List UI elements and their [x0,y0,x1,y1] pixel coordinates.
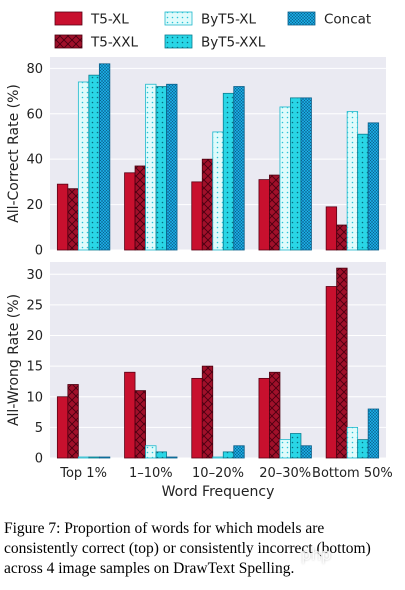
bar-bottom-byt5-xl-20-30-hatch [279,439,291,458]
y-tick-label-top-80: 80 [26,62,43,77]
legend-swatch-hatch-byt5-xxl [165,35,192,48]
bar-bottom-byt5-xl-top-1 [77,456,90,459]
legend-label-byt5-xl: ByT5-XL [201,12,257,28]
bar-bottom-byt5-xxl-top-1 [88,456,100,459]
bar-bottom-t5-xxl-20-30-hatch [269,372,280,458]
bar-top-concat-1-10-hatch [166,84,178,250]
bar-bottom-byt5-xl-bottom-50-hatch [347,427,358,458]
bar-bottom-t5-xl-10-20 [191,377,203,459]
bar-top-concat-10-20-hatch [233,86,245,251]
bar-top-concat-top-1-hatch [99,63,110,250]
y-tick-label-bottom-0: 0 [35,452,43,467]
bar-top-t5-xxl-top-1-hatch [67,188,79,250]
legend: T5-XL T5-XXL ByT5-XL ByT5-XXL Concat [54,11,371,51]
y-tick-label-top-40: 40 [26,153,43,168]
figure-caption: Figure 7: Proportion of words for which … [4,520,371,577]
bar-bottom-concat-10-20-hatch [233,445,245,458]
bar-top-byt5-xxl-20-30-hatch [290,97,301,250]
bar-bottom-t5-xl-1-10 [124,371,136,459]
bar-top-t5-xl-bottom-50 [325,206,338,251]
bar-top-t5-xxl-bottom-50-hatch [336,225,348,250]
bar-bottom-byt5-xxl-bottom-50-hatch [357,439,369,458]
bar-top-t5-xxl-20-30-hatch [269,175,280,250]
bar-bottom-t5-xl-bottom-50 [325,286,338,459]
bar-top-t5-xl-1-10 [124,172,136,251]
bar-top-t5-xxl-10-20-hatch [202,159,213,250]
bar-top-byt5-xl-10-20-hatch [212,131,224,250]
bar-bottom-t5-xxl-top-1-hatch [67,384,79,458]
legend-swatch-hatch-t5-xxl [55,35,82,48]
bar-top-byt5-xl-bottom-50-hatch [347,111,358,251]
legend-swatch-t5-xl [54,11,83,26]
bar-bottom-concat-bottom-50-hatch [368,409,379,458]
y-axis-label-top: All-Correct Rate (%) [6,84,22,223]
bar-top-byt5-xxl-10-20-hatch [223,93,234,251]
bar-bottom-concat-1-10 [166,456,178,459]
legend-label-byt5-xxl: ByT5-XXL [201,35,266,51]
bar-bottom-t5-xl-top-1 [56,396,69,459]
legend-label-concat: Concat [324,12,371,28]
panel-all-correct: 0 20 40 60 80 All-Correct Rate (%) [6,57,386,259]
bar-top-concat-20-30-hatch [300,97,312,250]
y-tick-label-bottom-25: 25 [26,298,43,313]
x-axis-label: Word Frequency [162,484,275,500]
y-axis-label-bottom: All-Wrong Rate (%) [6,294,22,426]
legend-swatch-hatch-byt5-xl [165,12,192,25]
bar-top-t5-xl-10-20 [191,181,203,251]
bar-top-concat-bottom-50-hatch [368,122,379,250]
bar-bottom-byt5-xl-10-20 [212,456,224,459]
bar-top-t5-xxl-1-10-hatch [135,165,146,250]
chart-figure: T5-XL T5-XXL ByT5-XL ByT5-XXL Concat 0 20 40 60… [6,11,393,501]
bar-top-t5-xl-top-1 [56,183,69,251]
x-tick-label-1-10: 1–10% [129,466,173,481]
y-tick-label-bottom-10: 10 [26,390,43,405]
y-tick-label-top-60: 60 [26,107,43,122]
bar-top-byt5-xl-1-10-hatch [145,84,157,250]
bar-bottom-concat-20-30-hatch [300,445,312,458]
x-tick-label-20-30: 20–30% [259,466,311,481]
bar-bottom-t5-xxl-1-10-hatch [135,390,146,458]
legend-label-t5-xl: T5-XL [90,12,129,28]
bar-bottom-byt5-xxl-10-20-hatch [223,451,234,458]
bar-bottom-byt5-xxl-20-30-hatch [290,433,301,458]
bar-bottom-byt5-xl-1-10-hatch [145,445,157,458]
x-tick-label-bottom-50: Bottom 50% [312,466,393,481]
x-tick-label-top-1: Top 1% [59,466,107,481]
x-tick-label-10-20: 10–20% [192,466,244,481]
panel-all-wrong: 0 5 10 15 20 25 30 Top 1% 1–10% 10–20% 20–30% Botto… [6,262,393,500]
bar-bottom-t5-xxl-10-20-hatch [202,366,213,458]
y-tick-label-bottom-15: 15 [26,360,43,375]
bar-bottom-t5-xxl-bottom-50-hatch [336,268,348,458]
bar-top-byt5-xl-top-1-hatch [78,81,89,250]
bar-top-byt5-xxl-top-1-hatch [88,75,100,250]
y-tick-label-bottom-5: 5 [35,421,43,436]
legend-swatch-hatch-concat [288,12,315,25]
bar-top-byt5-xl-20-30-hatch [279,106,291,250]
bar-top-byt5-xxl-bottom-50-hatch [357,134,369,250]
y-tick-label-top-20: 20 [26,198,43,213]
bar-bottom-concat-top-1 [98,456,111,459]
bar-top-byt5-xxl-1-10-hatch [156,86,167,251]
y-tick-label-top-0: 0 [35,244,43,259]
bar-top-t5-xl-20-30 [258,179,270,251]
bar-bottom-t5-xl-20-30 [258,377,270,459]
legend-label-t5-xxl: T5-XXL [90,35,139,51]
y-tick-label-bottom-30: 30 [26,268,43,283]
bar-bottom-byt5-xxl-1-10-hatch [156,451,167,458]
y-tick-label-bottom-20: 20 [26,329,43,344]
watermark-text: php [301,545,332,564]
